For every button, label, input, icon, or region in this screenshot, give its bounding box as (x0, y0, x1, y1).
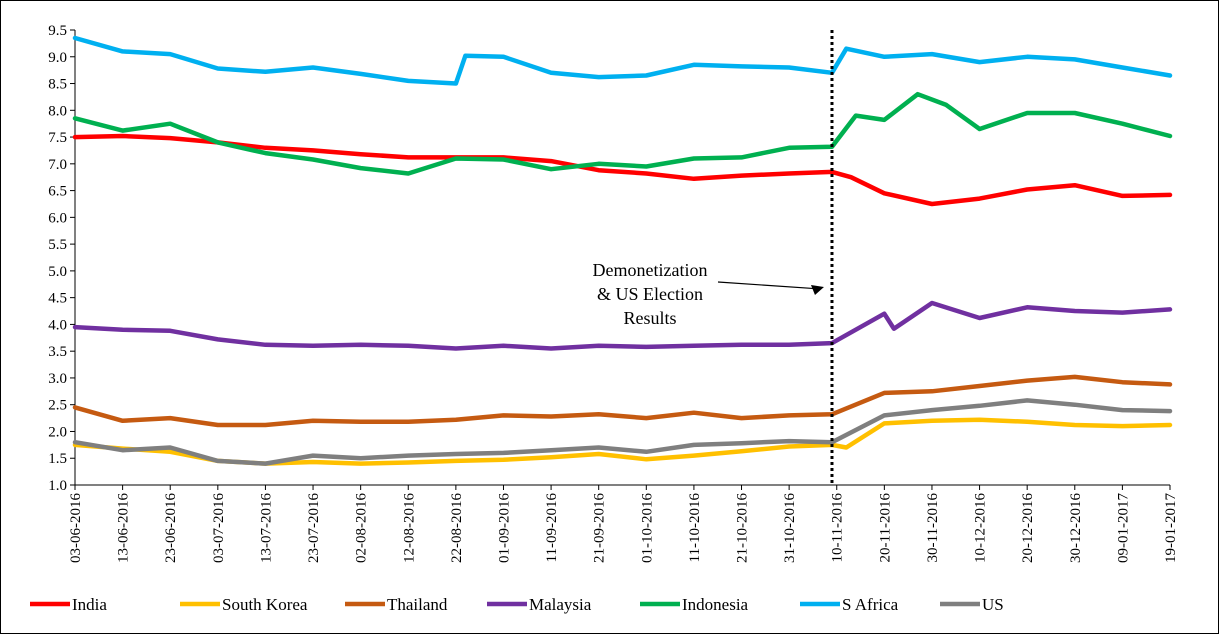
annotation-arrow-head (810, 284, 824, 295)
x-tick-label: 01-09-2016 (496, 493, 512, 563)
series-line-thailand (72, 374, 1173, 428)
x-tick-label: 23-06-2016 (163, 493, 179, 563)
x-tick-label: 20-12-2016 (1020, 493, 1036, 563)
x-tick-label: 03-07-2016 (211, 493, 227, 563)
y-tick-label: 8.0 (48, 103, 67, 119)
x-tick-label: 12-08-2016 (401, 493, 417, 563)
x-tick-label: 19-01-2017 (1163, 493, 1179, 563)
y-tick-label: 1.0 (48, 478, 67, 494)
series-line-us (72, 398, 1173, 466)
legend-label: Malaysia (529, 595, 592, 614)
y-tick-label: 4.0 (48, 317, 67, 333)
x-tick-label: 21-10-2016 (735, 493, 751, 563)
x-tick-label: 10-11-2016 (830, 493, 846, 563)
y-tick-label: 6.0 (48, 210, 67, 226)
legend-label: US (982, 595, 1004, 614)
x-tick-label: 10-12-2016 (973, 493, 989, 563)
legend-label: South Korea (222, 595, 308, 614)
y-tick-label: 1.5 (48, 451, 67, 467)
y-tick-label: 9.0 (48, 50, 67, 66)
y-tick-label: 7.5 (48, 130, 67, 146)
annotation-arrow-shaft (717, 281, 821, 290)
x-tick-label: 31-10-2016 (782, 493, 798, 563)
series-line-s-africa (72, 35, 1173, 86)
y-tick-label: 3.5 (48, 344, 67, 360)
x-tick-label: 30-11-2016 (925, 493, 941, 563)
y-tick-label: 8.5 (48, 77, 67, 93)
y-tick-label: 5.5 (48, 237, 67, 253)
legend-label: Thailand (387, 595, 448, 614)
y-tick-labels: 1.0 1.5 2.0 2.5 3.0 3.5 4.0 4.5 5.0 5.5 6.0 6.5 7.0 7… (48, 23, 67, 494)
y-tick-label: 3.0 (48, 371, 67, 387)
annotation-line-1: Demonetization (593, 260, 708, 280)
y-tick-label: 2.0 (48, 424, 67, 440)
y-tick-label: 6.5 (48, 184, 67, 200)
x-tick-label: 03-06-2016 (68, 493, 84, 563)
x-tick-label: 13-06-2016 (116, 493, 132, 563)
annotation-line-3: Results (623, 308, 676, 328)
x-tick-label: 30-12-2016 (1068, 493, 1084, 563)
y-tick-label: 9.5 (48, 23, 67, 39)
series-line-indonesia (72, 91, 1173, 176)
legend-label: S Africa (842, 595, 899, 614)
x-tick-label: 02-08-2016 (354, 493, 370, 563)
x-tick-label: 22-08-2016 (449, 493, 465, 563)
x-tick-label: 20-11-2016 (877, 493, 893, 563)
x-tick-label: 01-10-2016 (639, 493, 655, 563)
x-tick-label: 23-07-2016 (306, 493, 322, 563)
legend-label: India (72, 595, 107, 614)
y-tick-label: 4.5 (48, 291, 67, 307)
x-tick-label: 11-09-2016 (544, 493, 560, 563)
y-tick-label: 5.0 (48, 264, 67, 280)
series-lines (72, 35, 1173, 466)
x-tick-label: 13-07-2016 (258, 493, 274, 563)
event-marker (717, 30, 834, 485)
annotation-line-2: & US Election (597, 284, 703, 304)
x-tick-labels: 03-06-2016 13-06-2016 23-06-2016 03-07-2016… (68, 493, 1179, 563)
series-line-india (72, 133, 1173, 207)
x-tick-label: 21-09-2016 (592, 493, 608, 563)
x-tick-label: 09-01-2017 (1115, 493, 1131, 563)
series-line-malaysia (72, 300, 1173, 351)
annotation: Demonetization & US Election Results (593, 260, 708, 328)
legend: India South Korea Thailand Malaysia Indonesi… (30, 595, 1004, 614)
legend-label: Indonesia (682, 595, 749, 614)
y-tick-label: 2.5 (48, 398, 67, 414)
x-tick-label: 11-10-2016 (687, 493, 703, 563)
y-tick-label: 7.0 (48, 157, 67, 173)
